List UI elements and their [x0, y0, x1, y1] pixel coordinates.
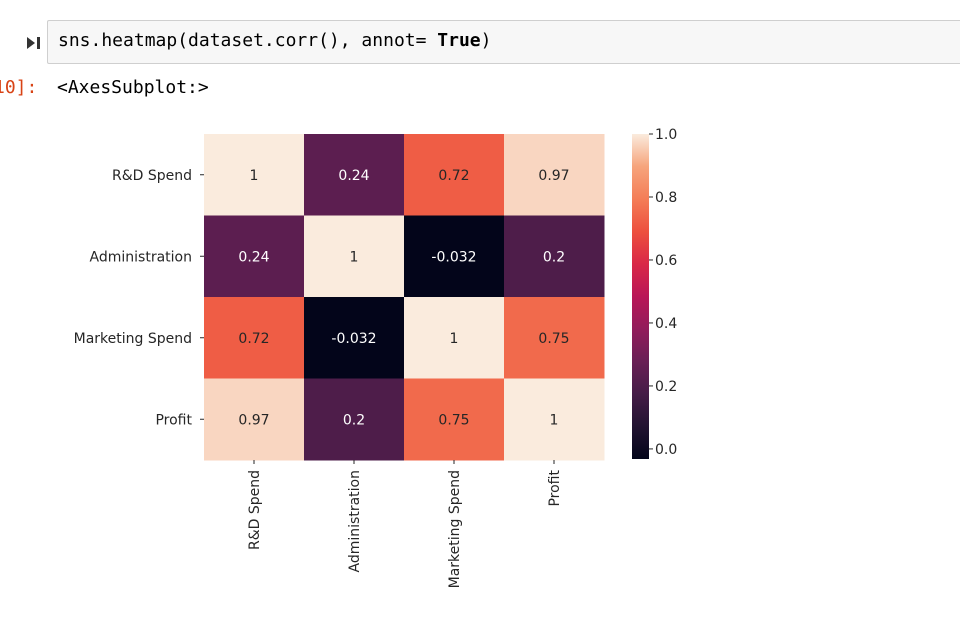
heatmap-cell — [204, 378, 305, 461]
cell-annotation: 1 — [350, 249, 359, 265]
cell-annotation: 0.24 — [238, 249, 269, 265]
heatmap-cell — [204, 215, 305, 298]
colorbar-tick-label: 0.0 — [655, 442, 677, 458]
colorbar-tick-label: 0.2 — [655, 379, 677, 395]
cell-annotation: 0.75 — [438, 412, 469, 428]
x-tick-label: Administration — [347, 470, 363, 572]
heatmap-cells — [204, 134, 605, 461]
x-tick-label: R&D Spend — [247, 470, 263, 550]
heatmap-cell — [404, 378, 505, 461]
cell-annotation: 0.24 — [338, 168, 369, 184]
heatmap-cell — [204, 134, 305, 216]
cell-annotation: 0.72 — [438, 168, 469, 184]
cell-annotation: 1 — [250, 168, 259, 184]
output-text: <AxesSubplot:> — [57, 77, 209, 98]
code-input-area[interactable]: sns.heatmap(dataset.corr(), annot= True) — [47, 20, 960, 64]
heatmap-cell — [404, 297, 505, 379]
run-cell-icon[interactable] — [26, 33, 42, 53]
heatmap-cell — [504, 297, 605, 379]
y-tick-label: Administration — [90, 249, 192, 265]
cell-annotation: 1 — [550, 412, 559, 428]
output-prompt: 10]: — [0, 77, 38, 98]
cell-annotation: 0.2 — [543, 249, 565, 265]
cell-annotation: 0.72 — [238, 331, 269, 347]
cell-annotations: 1 0.24 0.72 0.97 0.24 1 -0.032 0.2 0.72 -0.032 1 0.… — [238, 168, 569, 429]
colorbar-tick-label: 0.6 — [655, 253, 677, 269]
heatmap-cell — [304, 297, 405, 379]
code-line[interactable]: sns.heatmap(dataset.corr(), annot= True) — [58, 30, 492, 51]
y-axis-ticks: R&D Spend Administration Marketing Spend Pr… — [74, 168, 204, 428]
colorbar-tick-label: 0.4 — [655, 316, 677, 332]
heatmap-cell — [504, 215, 605, 298]
colorbar-ticks: 0.0 0.2 0.4 0.6 0.8 1.0 — [649, 127, 677, 458]
heatmap-cell — [304, 378, 405, 461]
y-tick-label: Marketing Spend — [74, 331, 192, 347]
x-tick-label: Marketing Spend — [447, 470, 463, 588]
heatmap-cell — [504, 378, 605, 461]
code-keyword: True — [437, 30, 481, 51]
y-tick-label: R&D Spend — [112, 168, 192, 184]
x-tick-label: Profit — [547, 470, 563, 507]
cell-annotation: -0.032 — [431, 249, 476, 265]
heatmap-cell — [404, 215, 505, 298]
colorbar-tick-label: 0.8 — [655, 190, 677, 206]
y-tick-label: Profit — [155, 412, 192, 428]
code-prefix: sns.heatmap(dataset.corr(), annot= — [58, 30, 438, 51]
heatmap-cell — [304, 215, 405, 298]
cell-annotation: -0.032 — [331, 331, 376, 347]
x-axis-ticks: R&D Spend Administration Marketing Spend Pr… — [247, 460, 563, 588]
heatmap-cell — [304, 134, 405, 216]
colorbar-tick-label: 1.0 — [655, 127, 677, 143]
heatmap-cell — [404, 134, 505, 216]
colorbar — [632, 134, 649, 459]
heatmap-cell — [204, 297, 305, 379]
code-suffix: ) — [480, 30, 492, 51]
cell-annotation: 0.2 — [343, 412, 365, 428]
cell-annotation: 0.75 — [538, 331, 569, 347]
cell-annotation: 0.97 — [538, 168, 569, 184]
cell-annotation: 0.97 — [238, 412, 269, 428]
cell-annotation: 1 — [450, 331, 459, 347]
heatmap-cell — [504, 134, 605, 216]
